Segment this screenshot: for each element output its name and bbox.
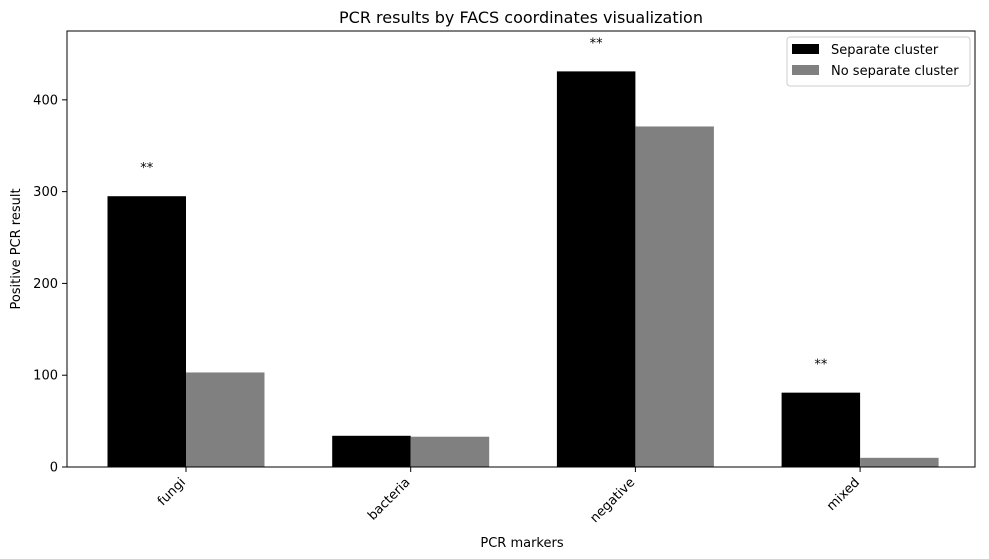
chart-title: PCR results by FACS coordinates visualiz… — [339, 8, 703, 27]
bar-no-separate-cluster-bacteria — [410, 436, 490, 467]
legend: Separate cluster No separate cluster — [786, 36, 971, 87]
x-tick-label-bacteria: bacteria — [365, 475, 413, 523]
y-tick-label: 0 — [50, 461, 58, 476]
x-tick-label-fungi: fungi — [155, 475, 189, 509]
bar-separate-cluster-mixed — [781, 392, 861, 467]
y-tick-label: 400 — [33, 93, 58, 108]
legend-label: No separate cluster — [831, 64, 959, 79]
y-axis-ticks: 0 100 200 300 400 — [33, 93, 67, 476]
y-tick-label: 300 — [33, 185, 58, 200]
bar-no-separate-cluster-mixed — [860, 457, 939, 467]
bar-separate-cluster-negative — [556, 71, 636, 468]
x-axis-label: PCR markers — [480, 536, 563, 551]
significance-annotation-negative: ** — [590, 36, 604, 51]
legend-label: Separate cluster — [831, 43, 939, 58]
x-tick-label-negative: negative — [587, 475, 638, 526]
significance-annotation-mixed: ** — [814, 358, 828, 373]
y-tick-label: 100 — [33, 369, 58, 384]
bar-separate-cluster-fungi — [107, 196, 186, 467]
y-axis-label: Positive PCR result — [9, 188, 24, 309]
bars-layer — [107, 71, 939, 468]
bar-no-separate-cluster-negative — [635, 126, 714, 467]
bar-separate-cluster-bacteria — [332, 435, 411, 467]
annotations-layer: ** ** ** — [140, 36, 828, 372]
legend-swatch — [792, 65, 819, 75]
significance-annotation-fungi: ** — [140, 161, 154, 176]
y-tick-label: 200 — [33, 277, 58, 292]
bar-no-separate-cluster-fungi — [186, 372, 265, 467]
x-tick-label-mixed: mixed — [824, 475, 863, 514]
x-axis-ticks: fungi bacteria negative mixed — [155, 467, 863, 526]
legend-swatch — [792, 44, 819, 54]
legend-box — [786, 36, 971, 87]
plot-frame — [66, 30, 976, 468]
